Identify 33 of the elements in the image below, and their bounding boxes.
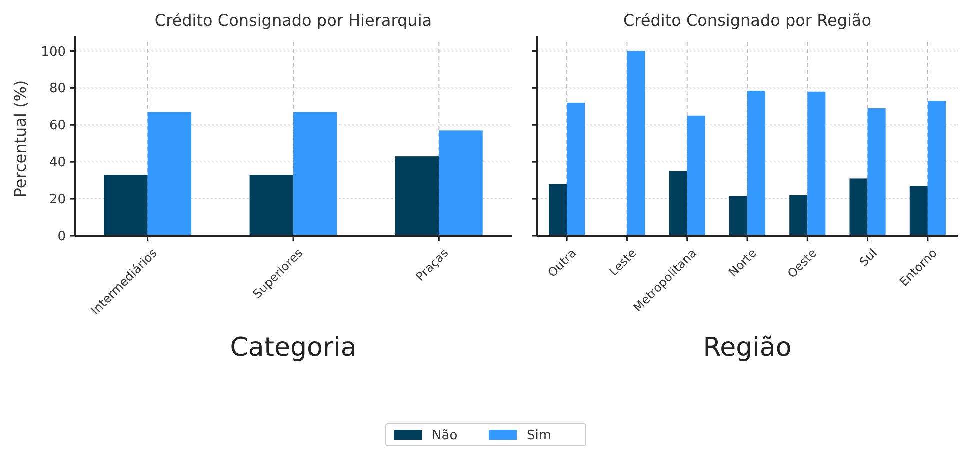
bar: [928, 101, 946, 236]
bar: [850, 178, 868, 236]
bar: [790, 195, 808, 236]
y-tick-label: 80: [49, 82, 66, 97]
y-tick-label: 100: [41, 44, 66, 60]
bar: [910, 186, 928, 236]
y-tick-label: 20: [49, 192, 66, 208]
bar: [549, 184, 568, 236]
chart-title: Crédito Consignado por Hierarquia: [154, 11, 432, 30]
bar: [148, 112, 192, 236]
bar: [729, 196, 748, 236]
x-axis-title: Categoria: [230, 333, 357, 363]
y-tick-label: 40: [49, 156, 66, 171]
bar: [748, 90, 766, 236]
bar: [808, 92, 826, 236]
bar: [395, 156, 440, 236]
bar: [294, 112, 338, 236]
bar: [868, 108, 886, 236]
y-tick-label: 60: [49, 118, 66, 134]
legend-label: Não: [432, 428, 458, 444]
bar: [439, 130, 483, 236]
bar: [250, 175, 294, 236]
bar: [687, 116, 706, 236]
bar: [669, 171, 688, 236]
y-axis-title: Percentual (%): [11, 80, 30, 198]
x-axis-title: Região: [703, 333, 792, 363]
legend-label: Sim: [527, 428, 552, 444]
y-tick-label: 0: [58, 230, 66, 245]
x-tick-label: Sul: [856, 246, 880, 270]
bar: [627, 51, 646, 236]
chart-title: Crédito Consignado por Região: [623, 11, 872, 30]
bar: [104, 175, 148, 236]
bar: [567, 102, 586, 236]
